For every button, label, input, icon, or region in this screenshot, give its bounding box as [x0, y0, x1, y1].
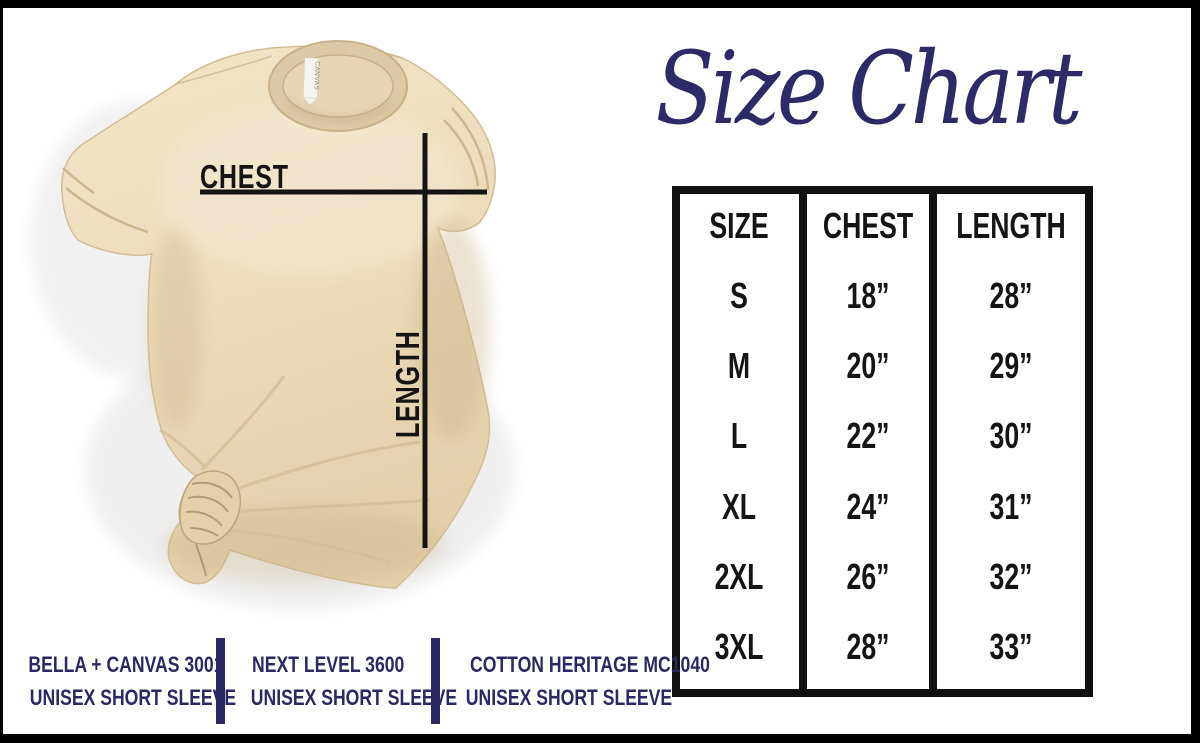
chest-measure-label: CHEST: [200, 158, 289, 195]
column-header: LENGTH: [956, 205, 1066, 246]
table-cell: 33”: [989, 625, 1033, 667]
fabric-shade: [414, 220, 490, 440]
table-cell: 31”: [989, 485, 1033, 527]
table-cell: 24”: [846, 485, 890, 527]
collar-outer-edge: [268, 40, 408, 132]
collar-ribbing: [269, 41, 407, 131]
collar-shadow: [286, 100, 392, 122]
length-measure-label: LENGTH: [389, 330, 426, 438]
table-cell: M: [728, 345, 751, 387]
table-cell: XL: [722, 485, 757, 527]
table-cell: 28”: [989, 275, 1033, 317]
table-cell: S: [730, 275, 749, 317]
fabric-shade: [150, 230, 202, 430]
table-cell: 26”: [846, 555, 890, 597]
table-cell: 3XL: [715, 625, 764, 667]
product-cotton-heritage: COTTON HERITAGE MC1040 UNISEX SHORT SLEE…: [465, 652, 710, 710]
column-header: SIZE: [709, 205, 770, 246]
product-list: BELLA + CANVAS 3001 UNISEX SHORT SLEEVE …: [3, 628, 710, 734]
size-table-column-length: LENGTH 28” 29” 30” 31” 32” 33”: [929, 194, 1085, 689]
neck-tag: CANVAS: [302, 57, 321, 106]
knot-twist-lines: [185, 481, 233, 577]
size-table: SIZE S M L XL 2XL 3XL CHEST 18” 20” 22” …: [672, 186, 1093, 697]
drape-folds: [159, 375, 431, 564]
product-bella-canvas: BELLA + CANVAS 3001 UNISEX SHORT SLEEVE: [28, 652, 237, 710]
table-cell: 22”: [846, 415, 890, 457]
column-header: CHEST: [822, 205, 914, 246]
tshirt-photo: CANVAS: [30, 40, 515, 610]
table-cell: 32”: [989, 555, 1033, 597]
table-cell: 29”: [989, 345, 1033, 387]
neck-tag-text: CANVAS: [313, 61, 321, 91]
table-cell: 20”: [846, 345, 890, 387]
table-cell: 18”: [846, 275, 890, 317]
product-next-level: NEXT LEVEL 3600 UNISEX SHORT SLEEVE: [250, 652, 458, 710]
table-cell: 30”: [989, 415, 1033, 457]
divider-bar: [216, 638, 225, 724]
table-cell: 2XL: [715, 555, 764, 597]
size-table-column-size: SIZE S M L XL 2XL 3XL: [680, 194, 799, 689]
fabric-shade: [165, 507, 445, 583]
collar-inner-edge: [282, 54, 394, 118]
table-cell: L: [731, 415, 748, 457]
page-title: Size Chart: [655, 30, 1083, 147]
divider-bar: [431, 638, 440, 724]
size-table-column-chest: CHEST 18” 20” 22” 24” 26” 28”: [798, 194, 929, 689]
table-cell: 28”: [846, 625, 890, 667]
sleeve-cuff-folds: [62, 107, 490, 234]
